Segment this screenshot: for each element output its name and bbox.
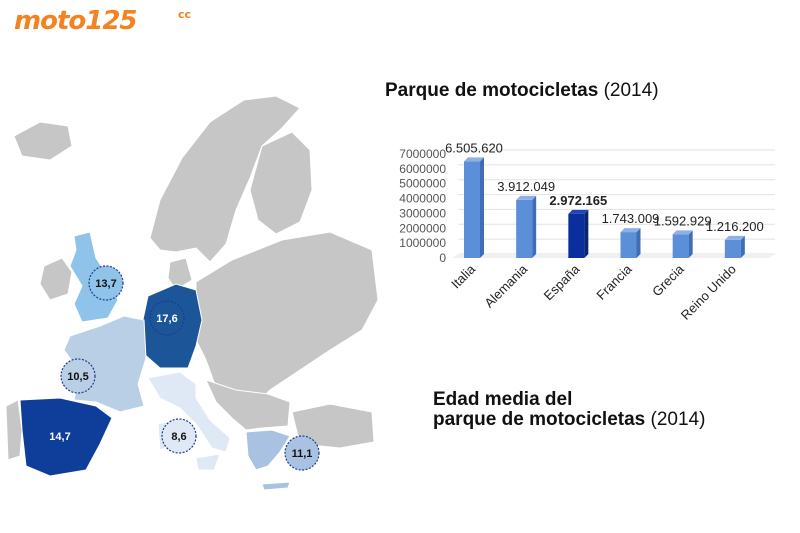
bar-side: [480, 157, 484, 258]
park-title-bold: Parque de motocicletas: [385, 80, 599, 101]
eastern-europe-shape: [195, 231, 379, 411]
park-title: Parque de motocicletas (2014): [385, 80, 659, 102]
y-tick-label: 7000000: [399, 147, 446, 161]
bar-top: [620, 228, 641, 233]
y-tick-label: 4000000: [399, 192, 446, 206]
age-title-year: (2014): [650, 409, 706, 430]
y-tick-label: 0: [439, 251, 446, 265]
y-tick-label: 3000000: [399, 206, 446, 220]
map-badge: 10,5: [60, 358, 96, 394]
bar-value-label: 1.216.200: [706, 219, 764, 234]
badge-circle: [88, 265, 124, 301]
map-badge: 14,7: [42, 418, 78, 454]
badge-value: 13,7: [95, 278, 116, 290]
badge-circle: [161, 418, 197, 454]
badge-value: 8,6: [171, 431, 186, 443]
denmark-shape: [167, 257, 193, 291]
map-badge: 11,1: [284, 435, 320, 471]
y-tick-label: 6000000: [399, 162, 446, 176]
badge-value: 10,5: [67, 371, 88, 383]
bar-top: [568, 209, 589, 214]
map-land: [5, 95, 379, 461]
bar: [568, 213, 585, 258]
europe-map: 13,7 17,6 10,5 14,7 8,6 11,1: [5, 95, 379, 490]
bar-top: [516, 195, 537, 200]
logo-text: moto125: [14, 6, 138, 36]
bar: [464, 161, 480, 258]
badge-circle: [149, 300, 185, 336]
bar: [724, 239, 741, 258]
bar-side: [688, 230, 693, 258]
badge-circle: [284, 435, 320, 471]
badge-value: 14,7: [49, 431, 70, 443]
bar-top: [464, 157, 484, 162]
bar-value-label: 6.505.620: [445, 140, 503, 155]
age-title-line1: Edad media del: [433, 389, 573, 410]
greece-shape: [245, 429, 291, 471]
map-badge: 13,7: [88, 265, 124, 301]
x-tick-label: Alemania: [481, 261, 530, 310]
bar: [620, 232, 637, 258]
finland-shape: [249, 131, 313, 235]
bar: [672, 234, 689, 258]
bar-side: [636, 228, 641, 258]
bar-top: [724, 235, 745, 240]
park-title-close: ): [652, 80, 659, 101]
badge-value: 11,1: [292, 448, 313, 460]
y-tick-label: 2000000: [399, 221, 446, 235]
bar-side: [740, 235, 745, 258]
bar-value-label: 3.912.049: [497, 179, 555, 194]
ireland-shape: [39, 257, 73, 301]
bar-value-label: 1.743.009: [602, 211, 660, 226]
park-title-year: (2014: [603, 80, 653, 101]
map-badge: 17,6: [149, 300, 185, 336]
age-title: Edad media del parque de motocicletas (2…: [433, 390, 705, 430]
crete-shape: [261, 481, 291, 490]
x-tick-label: Italia: [448, 261, 479, 292]
bar-side: [584, 209, 589, 258]
bar-chart: 0100000020000003000000400000050000006000…: [399, 140, 775, 323]
map-badges: 13,7 17,6 10,5 14,7 8,6 11,1: [42, 265, 320, 471]
badge-value: 17,6: [156, 313, 177, 325]
x-tick-label: Francia: [593, 261, 635, 303]
x-tick-label: Reino Unido: [678, 262, 739, 323]
logo-suffix: cc: [178, 8, 192, 21]
bar-side: [532, 195, 537, 258]
y-tick-label: 1000000: [399, 236, 446, 250]
sicily-shape: [195, 453, 221, 471]
bar: [516, 199, 533, 258]
map-badge: 8,6: [161, 418, 197, 454]
bar-top: [672, 230, 693, 235]
bar-group: 6.505.620 Italia: [445, 140, 503, 291]
moto125-logo: moto125 cc: [14, 6, 194, 38]
x-tick-label: Grecia: [649, 261, 687, 299]
badge-circle: [60, 358, 96, 394]
bar-value-label: 2.972.165: [549, 193, 607, 208]
iceland-shape: [13, 121, 73, 161]
portugal-shape: [5, 399, 23, 461]
balkans-shape: [205, 379, 291, 431]
italy-shape: [147, 371, 231, 453]
y-tick-label: 5000000: [399, 177, 446, 191]
x-tick-label: España: [541, 261, 583, 303]
badge-circle: [42, 418, 78, 454]
bar-value-label: 1.592.929: [654, 213, 712, 228]
age-title-line2: parque de motocicletas: [433, 409, 646, 430]
